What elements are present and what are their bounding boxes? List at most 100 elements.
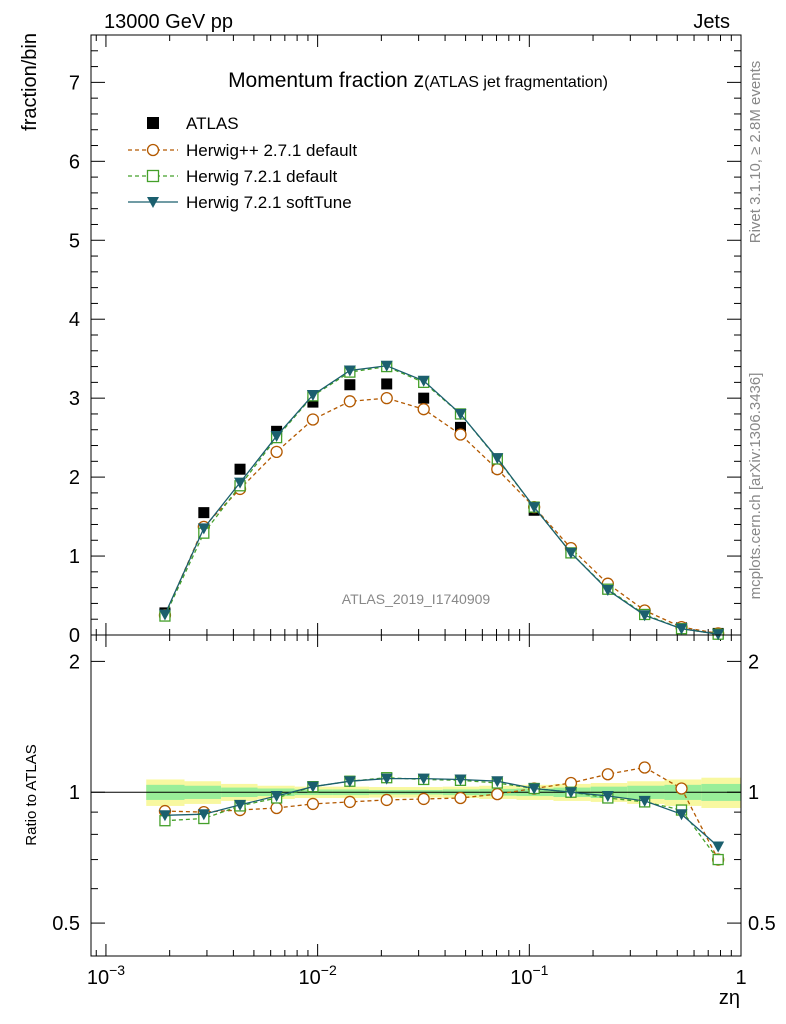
main-series-3-point-5 xyxy=(343,365,356,377)
main-series-1-point-3 xyxy=(270,445,283,458)
x-tick-label-1: 10−2 xyxy=(299,962,337,989)
ratio-series-1-line xyxy=(164,777,719,860)
ratio-series-0-point-13 xyxy=(638,761,651,774)
energy-label: 13000 GeV pp xyxy=(104,11,233,33)
ratio-ytick-label-left-2: 2 xyxy=(69,651,80,673)
main-series-3-point-7 xyxy=(417,375,430,387)
ratio-ytick-label-right-1: 1 xyxy=(748,782,759,804)
ratio-series xyxy=(158,761,725,866)
main-ytick-label-0: 0 xyxy=(69,625,80,647)
ratio-ytick-label-right-2: 2 xyxy=(748,651,759,673)
ratio-series-2-point-1 xyxy=(197,809,210,821)
main-series-3-point-14 xyxy=(675,623,688,635)
ratio-series-2-point-13 xyxy=(638,795,651,807)
legend-label-herwigpp: Herwig++ 2.7.1 default xyxy=(186,141,357,160)
main-series-3-point-10 xyxy=(528,502,541,514)
legend-label-herwig7-softtune: Herwig 7.2.1 softTune xyxy=(186,193,352,212)
x-tick-label-2: 10−1 xyxy=(510,962,548,989)
chart-title-main: Momentum fraction z xyxy=(228,69,424,92)
main-series-0-point-4 xyxy=(307,396,319,408)
ratio-ytick-label-right-0: 0.5 xyxy=(748,913,776,935)
main-series-3-point-9 xyxy=(491,453,504,465)
x-tick-base-1: 10 xyxy=(299,967,321,989)
main-ylabel: fraction/bin xyxy=(19,33,41,131)
ratio-series-2-point-12 xyxy=(601,791,614,803)
x-tick-base-3: 1 xyxy=(735,967,746,989)
ratio-series-0-point-8 xyxy=(454,791,467,805)
main-series-0-point-5 xyxy=(344,379,356,391)
main-series-1-line xyxy=(164,397,719,635)
main-series-0-point-8 xyxy=(454,421,466,433)
main-series-3-point-4 xyxy=(306,390,319,401)
x-tick-exp-1: −2 xyxy=(321,962,337,978)
main-series-1-point-7 xyxy=(417,403,430,416)
main-series-1-point-5 xyxy=(343,395,357,408)
legend-marker-herwig7-default xyxy=(146,169,160,183)
main-series-3-point-6 xyxy=(380,360,393,372)
main-series xyxy=(158,360,725,641)
ratio-series-0-point-4 xyxy=(306,797,320,811)
x-tick-exp-2: −1 xyxy=(532,962,548,978)
ratio-series-0-point-9 xyxy=(491,787,504,801)
main-series-3-point-1 xyxy=(197,523,210,535)
legend-label-herwig7-default: Herwig 7.2.1 default xyxy=(186,167,337,186)
ratio-series-2-point-2 xyxy=(234,799,247,811)
ratio-series-2-point-6 xyxy=(380,773,393,785)
main-series-1-point-4 xyxy=(306,413,320,426)
ratio-ylabel: Ratio to ATLAS xyxy=(23,744,40,845)
main-series-2-line xyxy=(164,365,719,635)
legend-marker-herwig7-softtune xyxy=(147,197,159,208)
ratio-series-2-point-10 xyxy=(528,783,541,795)
rivet-label: Rivet 3.1.10, ≥ 2.8M events xyxy=(747,61,764,244)
ratio-series-2-point-0 xyxy=(158,810,171,822)
main-ytick-label-2: 2 xyxy=(69,467,80,489)
legend-label-atlas: ATLAS xyxy=(186,114,239,133)
main-ytick-label-1: 1 xyxy=(69,546,80,568)
x-tick-base-2: 10 xyxy=(510,967,532,989)
ratio-series-0-point-6 xyxy=(380,793,393,807)
ratio-series-0-point-3 xyxy=(270,801,283,815)
main-series-3-point-3 xyxy=(270,431,283,443)
main-series-3-point-13 xyxy=(638,610,651,622)
ratio-series-0-point-5 xyxy=(343,795,357,809)
main-series-0-point-7 xyxy=(418,392,430,404)
main-series-1-point-6 xyxy=(380,392,393,405)
main-series-0-point-6 xyxy=(381,378,393,390)
main-series-3-point-11 xyxy=(564,547,577,559)
ratio-plot-frame xyxy=(90,634,742,957)
ratio-series-2-line xyxy=(164,777,719,847)
main-series-3-point-0 xyxy=(158,609,171,621)
ratio-series-2-point-11 xyxy=(564,787,577,799)
ratio-ytick-label-left-0: 0.5 xyxy=(52,913,80,935)
legend-entry-atlas: ATLAS xyxy=(147,114,239,133)
ratio-series-1-point-15 xyxy=(712,853,724,866)
ratio-series-2-point-7 xyxy=(417,773,430,785)
ratio-series-2-point-5 xyxy=(343,776,356,788)
main-series-3-line xyxy=(164,365,719,635)
x-tick-exp-0: −3 xyxy=(109,962,125,978)
main-series-3-point-2 xyxy=(234,477,247,489)
ratio-ytick-label-left-1: 1 xyxy=(69,782,80,804)
main-series-0-point-2 xyxy=(234,463,246,475)
x-tick-label-3: 1 xyxy=(735,967,746,989)
ratio-series-0-point-12 xyxy=(601,768,614,781)
legend-entry-herwig7-default: Herwig 7.2.1 default xyxy=(128,167,337,186)
ratio-series-0-point-7 xyxy=(417,792,430,806)
ratio-series-0-line xyxy=(164,766,719,860)
ratio-series-2-point-4 xyxy=(306,781,319,793)
main-series-1-point-9 xyxy=(491,463,504,476)
ratio-series-2-point-15 xyxy=(712,841,725,853)
main-series-0-point-1 xyxy=(198,507,210,519)
main-ytick-label-6: 6 xyxy=(69,151,80,173)
legend-marker-herwigpp xyxy=(146,143,160,157)
main-series-1-point-8 xyxy=(454,428,467,441)
main-series-3-point-8 xyxy=(454,408,467,420)
main-series-3-point-12 xyxy=(601,585,614,596)
analysis-id: ATLAS_2019_I1740909 xyxy=(342,591,491,607)
x-tick-base-0: 10 xyxy=(87,967,109,989)
ratio-series-0-point-14 xyxy=(675,782,688,795)
x-tick-label-0: 10−3 xyxy=(87,962,125,989)
ratio-series-2-point-14 xyxy=(675,809,688,821)
